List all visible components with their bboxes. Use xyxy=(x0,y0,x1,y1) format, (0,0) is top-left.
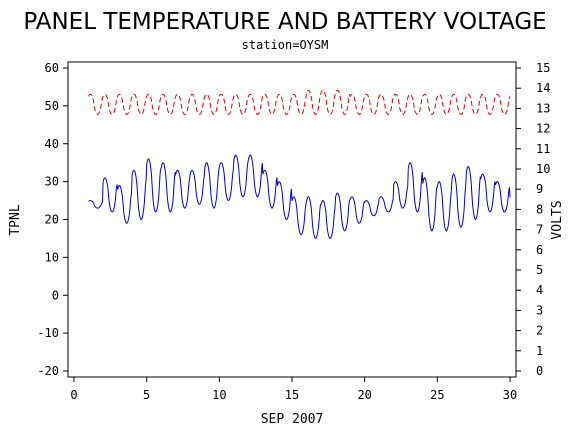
y-axis-right-label: VOLTS xyxy=(550,200,565,239)
y-left-tick-label: -20 xyxy=(37,364,59,378)
series-layer xyxy=(88,89,511,240)
x-tick-label: 20 xyxy=(357,388,371,402)
y-left-tick-label: 40 xyxy=(45,137,59,151)
x-axis: 0 5 10 15 20 25 30 xyxy=(70,377,517,402)
y-right-tick-label: 8 xyxy=(536,202,543,216)
y-right-tick-label: 0 xyxy=(536,364,543,378)
y-right-tick-label: 11 xyxy=(536,142,550,156)
y-left-tick-label: 50 xyxy=(45,99,59,113)
y-right-tick-label: 6 xyxy=(536,243,543,257)
y-right-tick-label: 15 xyxy=(536,61,550,75)
y-right-tick-label: 7 xyxy=(536,223,543,237)
y-left-tick-label: 10 xyxy=(45,250,59,264)
y-right-tick-label: 13 xyxy=(536,101,550,115)
y-right-tick-label: 3 xyxy=(536,303,543,317)
x-tick-label: 5 xyxy=(143,388,150,402)
y-right-tick-label: 2 xyxy=(536,324,543,338)
x-axis-label: SEP 2007 xyxy=(261,412,324,427)
y-left-tick-label: 30 xyxy=(45,175,59,189)
panel-temperature-line xyxy=(88,154,511,240)
chart-title: PANEL TEMPERATURE AND BATTERY VOLTAGE xyxy=(23,9,546,35)
battery-voltage-line xyxy=(88,89,511,116)
y-left-tick-label: 20 xyxy=(45,213,59,227)
y-left-tick-label: 60 xyxy=(45,61,59,75)
y-left-tick-label: 0 xyxy=(52,288,59,302)
x-tick-label: 25 xyxy=(430,388,444,402)
y-left-tick-label: -10 xyxy=(37,326,59,340)
x-tick-label: 0 xyxy=(70,388,77,402)
left-axis: -20 -10 0 10 20 30 40 50 60 xyxy=(37,61,68,378)
y-right-tick-label: 4 xyxy=(536,283,543,297)
y-right-tick-label: 5 xyxy=(536,263,543,277)
y-right-tick-label: 9 xyxy=(536,182,543,196)
x-tick-label: 30 xyxy=(503,388,517,402)
y-right-tick-label: 14 xyxy=(536,81,550,95)
y-right-tick-label: 1 xyxy=(536,344,543,358)
x-tick-label: 15 xyxy=(285,388,299,402)
chart-subtitle: station=OYSM xyxy=(242,38,329,52)
y-right-tick-label: 10 xyxy=(536,162,550,176)
y-axis-left-label: TPNL xyxy=(8,204,23,235)
y-right-tick-label: 12 xyxy=(536,122,550,136)
x-tick-label: 10 xyxy=(212,388,226,402)
